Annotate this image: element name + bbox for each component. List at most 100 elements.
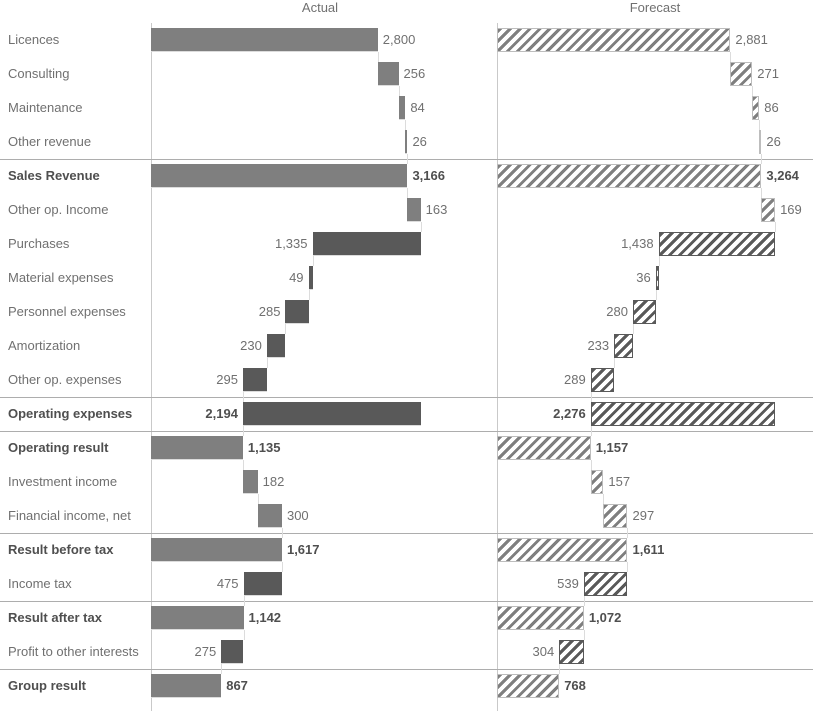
row-label-result-before-tax: Result before tax [8,542,114,557]
separator-line [0,669,813,670]
bar-actual-amortization [266,334,286,358]
value-forecast-operating-expenses: 2,276 [553,406,586,421]
bar-forecast-operating-result [497,436,591,460]
value-forecast-purchases: 1,438 [621,236,654,251]
value-forecast-income-tax: 539 [557,576,579,591]
waterfall-connector [257,494,259,504]
bar-forecast-financial-income-net [603,504,628,528]
value-actual-group-result: 867 [226,678,248,693]
waterfall-connector [627,528,629,538]
value-forecast-group-result: 768 [564,678,586,693]
bar-actual-result-before-tax [151,538,282,562]
row-label-other-revenue: Other revenue [8,134,92,149]
row-label-other-op-expenses: Other op. expenses [8,372,122,387]
bar-forecast-profit-to-other-interests [559,640,584,664]
waterfall-connector [242,426,244,436]
value-actual-profit-to-other-interests: 275 [194,644,217,659]
value-forecast-result-after-tax: 1,072 [588,610,622,625]
value-forecast-result-before-tax: 1,611 [632,542,665,557]
value-actual-other-revenue: 26 [412,134,427,149]
value-actual-operating-expenses: 2,194 [205,406,238,421]
row-label-amortization: Amortization [8,338,81,353]
row-label-material-expenses: Material expenses [8,270,114,285]
waterfall-connector [614,358,616,368]
forecast-baseline-axis [497,23,498,711]
bar-forecast-other-op-income [761,198,776,222]
waterfall-connector [377,52,379,62]
bar-forecast-income-tax [583,572,628,596]
waterfall-connector [407,154,409,164]
bar-actual-other-op-income [407,198,421,222]
bar-actual-other-op-expenses [242,368,267,392]
waterfall-connector [658,256,660,266]
waterfall-connector [243,596,245,606]
waterfall-connector [730,52,732,62]
waterfall-connector [398,86,400,96]
actual-baseline-axis [151,23,152,711]
row-label-consulting: Consulting [8,66,70,81]
waterfall-connector [632,324,634,334]
row-label-personnel-expenses: Personnel expenses [8,304,126,319]
value-actual-result-after-tax: 1,142 [248,610,282,625]
waterfall-connector [590,426,592,436]
waterfall-connector [590,460,592,470]
waterfall-connector [242,392,244,402]
column-header-forecast: Forecast [629,0,681,15]
separator-line [0,397,813,398]
waterfall-connector [759,120,761,130]
bar-actual-sales-revenue [151,164,408,188]
bar-actual-other-revenue [405,130,408,154]
bar-actual-result-after-tax [151,606,244,630]
value-actual-purchases: 1,335 [274,236,308,251]
value-forecast-financial-income-net: 297 [632,508,655,523]
value-actual-sales-revenue: 3,166 [412,168,445,183]
bar-forecast-sales-revenue [497,164,762,188]
value-forecast-material-expenses: 36 [636,270,651,285]
value-forecast-other-op-expenses: 289 [564,372,586,387]
row-label-sales-revenue: Sales Revenue [8,168,100,183]
bar-forecast-other-op-expenses [590,368,615,392]
waterfall-connector [583,630,585,640]
value-forecast-sales-revenue: 3,264 [766,168,799,183]
value-actual-investment-income: 182 [262,474,285,489]
waterfall-connector [281,528,283,538]
waterfall-connector [285,324,287,334]
separator-line [0,159,813,160]
waterfall-connector [761,188,763,198]
row-label-operating-result: Operating result [8,440,109,455]
bar-forecast-investment-income [590,470,604,494]
value-actual-result-before-tax: 1,617 [286,542,320,557]
waterfall-connector [603,494,605,504]
waterfall-connector [761,154,763,164]
waterfall-connector [655,290,657,300]
bar-actual-licences [151,28,378,52]
value-forecast-amortization: 233 [587,338,610,353]
row-label-licences: Licences [8,32,60,47]
value-actual-financial-income-net: 300 [286,508,309,523]
value-actual-licences: 2,800 [382,32,416,47]
value-actual-other-op-expenses: 295 [216,372,238,387]
row-label-result-after-tax: Result after tax [8,610,102,625]
bar-actual-consulting [377,62,399,86]
bar-forecast-result-after-tax [497,606,584,630]
waterfall-connector [752,86,754,96]
waterfall-connector [590,392,592,402]
row-label-financial-income-net: Financial income, net [8,508,131,523]
bar-actual-personnel-expenses [285,300,309,324]
column-header-actual: Actual [301,0,339,15]
waterfall-connector [583,596,585,606]
bar-forecast-other-revenue [759,130,762,154]
waterfall-connector [243,630,245,640]
bar-forecast-operating-expenses [590,402,776,426]
bar-forecast-consulting [730,62,753,86]
waterfall-connector [420,222,422,232]
row-label-group-result: Group result [8,678,87,693]
row-label-purchases: Purchases [8,236,70,251]
value-forecast-other-revenue: 26 [766,134,781,149]
waterfall-connector [281,562,283,572]
bar-forecast-amortization [614,334,633,358]
bar-forecast-purchases [658,232,776,256]
value-actual-consulting: 256 [403,66,426,81]
value-forecast-profit-to-other-interests: 304 [532,644,555,659]
